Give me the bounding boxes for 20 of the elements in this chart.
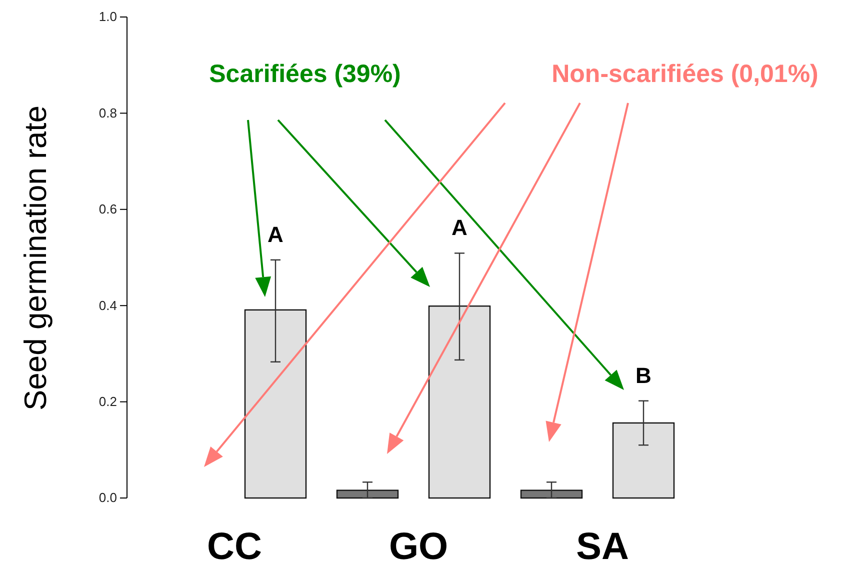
x-tick-label: SA — [576, 526, 629, 566]
bar — [520, 490, 583, 499]
y-axis-title: Seed germination rate — [18, 105, 53, 411]
bar — [428, 305, 491, 499]
bar — [612, 422, 675, 499]
y-tick-label: 0.6 — [98, 202, 117, 217]
y-tick-label: 0.2 — [98, 394, 117, 409]
annotation: A — [268, 222, 284, 247]
annotation: Scarifiées (39%) — [209, 60, 401, 88]
annotation: A — [452, 215, 468, 240]
x-tick-label: CC — [207, 526, 262, 566]
x-tick-label: GO — [388, 526, 448, 566]
y-tick-label: 0.4 — [98, 298, 117, 313]
y-tick-label: 0.8 — [98, 105, 117, 120]
y-tick-label: 1.0 — [98, 9, 117, 24]
y-tick-label: 0.0 — [98, 490, 117, 506]
bar — [244, 309, 307, 499]
bar — [336, 490, 399, 499]
annotation: B — [636, 362, 652, 388]
annotation: Non-scarifiées (0,01%) — [552, 60, 818, 88]
